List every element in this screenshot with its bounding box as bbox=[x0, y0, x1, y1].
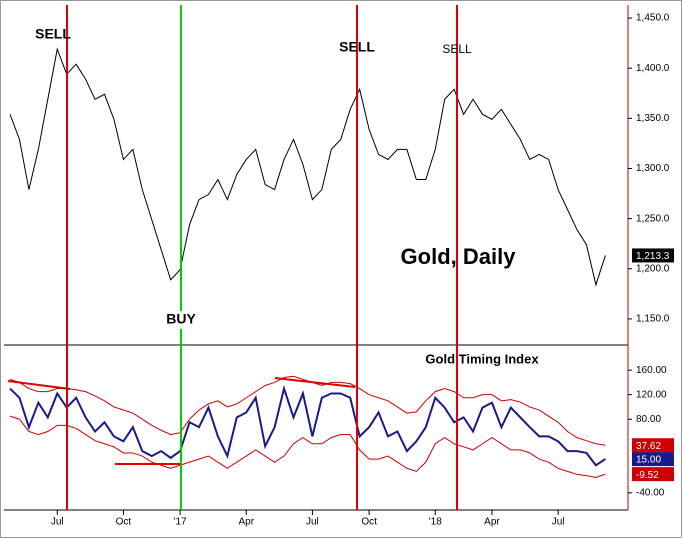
last-value-box bbox=[632, 467, 674, 482]
x-tick-label: '18 bbox=[429, 517, 442, 528]
y-tick-label: 1,250.0 bbox=[636, 213, 670, 224]
y-tick-label: 1,300.0 bbox=[636, 163, 670, 174]
signal-label-bg bbox=[161, 311, 201, 329]
y-tick-label: 160.00 bbox=[636, 365, 667, 376]
y-tick-label: 1,450.0 bbox=[636, 13, 670, 24]
last-value-label: 37.62 bbox=[636, 441, 661, 452]
x-tick-label: Apr bbox=[484, 517, 500, 528]
x-tick-label: '17 bbox=[174, 517, 187, 528]
y-tick-label: 120.00 bbox=[636, 389, 667, 400]
chart-title: Gold, Daily bbox=[401, 244, 517, 269]
x-tick-label: Oct bbox=[361, 517, 377, 528]
trend-line bbox=[274, 377, 356, 388]
signal-label: SELL bbox=[339, 39, 375, 55]
y-tick-label: 1,350.0 bbox=[636, 113, 670, 124]
y-tick-label: 80.00 bbox=[636, 414, 661, 425]
last-value-label: 15.00 bbox=[636, 455, 661, 466]
y-tick-label: 1,200.0 bbox=[636, 263, 670, 274]
line bbox=[9, 384, 606, 467]
signal-label: SELL bbox=[35, 26, 71, 42]
last-value-box bbox=[632, 452, 674, 467]
signal-label: BUY bbox=[166, 311, 196, 327]
x-tick-label: Jul bbox=[51, 517, 64, 528]
x-tick-label: Oct bbox=[116, 517, 132, 528]
x-tick-label: Jul bbox=[306, 517, 319, 528]
line bbox=[9, 47, 606, 287]
y-tick-label: -40.00 bbox=[636, 487, 665, 498]
line bbox=[9, 415, 606, 479]
signal-label: SELL bbox=[442, 42, 472, 56]
panel-title: Gold Timing Index bbox=[425, 351, 539, 366]
x-tick-label: Apr bbox=[238, 517, 254, 528]
last-value-box bbox=[632, 248, 674, 263]
y-tick-label: 1,400.0 bbox=[636, 63, 670, 74]
line bbox=[9, 375, 606, 446]
x-tick-label: Jul bbox=[552, 517, 565, 528]
last-value-label: 1,213.3 bbox=[636, 251, 670, 262]
last-value-label: -9.52 bbox=[636, 470, 659, 481]
y-tick-label: 1,150.0 bbox=[636, 314, 670, 325]
last-value-box bbox=[632, 438, 674, 453]
